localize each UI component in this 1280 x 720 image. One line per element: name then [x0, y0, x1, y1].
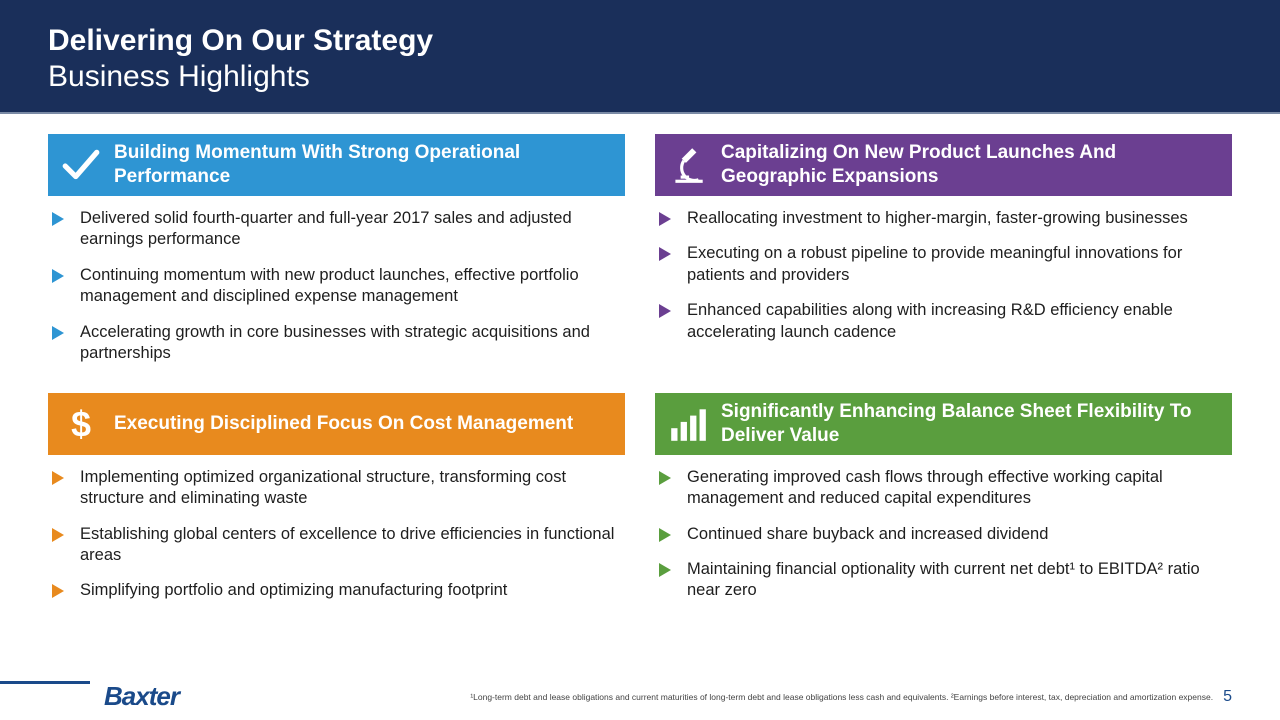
- list-item: Enhanced capabilities along with increas…: [655, 300, 1232, 343]
- section-heading-text: Significantly Enhancing Balance Sheet Fl…: [721, 400, 1216, 448]
- bullet-list: Delivered solid fourth-quarter and full-…: [48, 208, 625, 393]
- list-item: Continued share buyback and increased di…: [655, 524, 1232, 545]
- section-top-left: Building Momentum With Strong Operationa…: [48, 134, 625, 393]
- header-title: Business Highlights: [48, 60, 1232, 94]
- section-heading: Significantly Enhancing Balance Sheet Fl…: [655, 393, 1232, 455]
- list-item: Simplifying portfolio and optimizing man…: [48, 580, 625, 601]
- section-heading: Capitalizing On New Product Launches And…: [655, 134, 1232, 196]
- list-item: Establishing global centers of excellenc…: [48, 524, 625, 567]
- section-heading-text: Capitalizing On New Product Launches And…: [721, 141, 1216, 189]
- svg-text:$: $: [71, 404, 91, 444]
- list-item: Continuing momentum with new product lau…: [48, 265, 625, 308]
- bullet-list: Reallocating investment to higher-margin…: [655, 208, 1232, 371]
- list-item: Maintaining financial optionality with c…: [655, 559, 1232, 602]
- section-bottom-left: $ Executing Disciplined Focus On Cost Ma…: [48, 393, 625, 630]
- list-item: Reallocating investment to higher-margin…: [655, 208, 1232, 229]
- section-heading-text: Executing Disciplined Focus On Cost Mana…: [114, 412, 573, 436]
- section-bottom-right: Significantly Enhancing Balance Sheet Fl…: [655, 393, 1232, 630]
- company-logo: Baxter: [104, 681, 179, 712]
- section-heading: $ Executing Disciplined Focus On Cost Ma…: [48, 393, 625, 455]
- section-heading-text: Building Momentum With Strong Operationa…: [114, 141, 609, 189]
- bar-chart-icon: [655, 403, 721, 445]
- slide-footer: Baxter ¹Long-term debt and lease obligat…: [0, 681, 1280, 712]
- list-item: Accelerating growth in core businesses w…: [48, 322, 625, 365]
- footnote-text: ¹Long-term debt and lease obligations an…: [179, 692, 1213, 702]
- checkmark-icon: [48, 144, 114, 186]
- section-top-right: Capitalizing On New Product Launches And…: [655, 134, 1232, 393]
- slide-header: Delivering On Our Strategy Business High…: [0, 0, 1280, 114]
- bullet-list: Generating improved cash flows through e…: [655, 467, 1232, 630]
- section-heading: Building Momentum With Strong Operationa…: [48, 134, 625, 196]
- list-item: Implementing optimized organizational st…: [48, 467, 625, 510]
- dollar-icon: $: [48, 403, 114, 445]
- header-kicker: Delivering On Our Strategy: [48, 24, 1232, 58]
- bullet-list: Implementing optimized organizational st…: [48, 467, 625, 630]
- slide-content: Building Momentum With Strong Operationa…: [0, 114, 1280, 630]
- list-item: Generating improved cash flows through e…: [655, 467, 1232, 510]
- list-item: Executing on a robust pipeline to provid…: [655, 243, 1232, 286]
- microscope-icon: [655, 144, 721, 186]
- footer-rule: [0, 681, 90, 684]
- list-item: Delivered solid fourth-quarter and full-…: [48, 208, 625, 251]
- page-number: 5: [1223, 688, 1232, 706]
